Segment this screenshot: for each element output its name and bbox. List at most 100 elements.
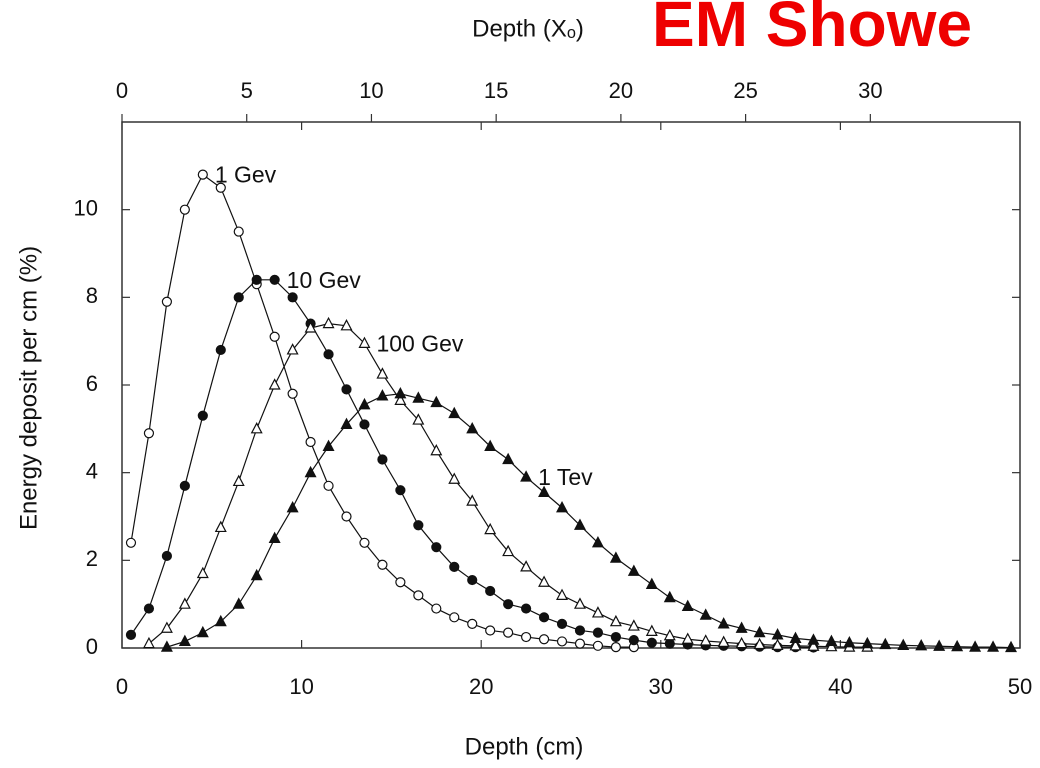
x2-tick-label: 15 bbox=[484, 78, 508, 103]
data-point bbox=[322, 439, 335, 451]
data-point bbox=[430, 443, 443, 456]
data-point bbox=[377, 559, 388, 570]
x2-tick-label: 0 bbox=[116, 78, 128, 103]
data-point bbox=[484, 439, 497, 451]
data-point bbox=[466, 422, 479, 434]
data-point bbox=[412, 413, 425, 425]
data-point bbox=[268, 378, 281, 390]
data-point bbox=[323, 349, 334, 360]
data-point bbox=[215, 182, 226, 193]
data-point bbox=[358, 397, 371, 410]
data-point bbox=[179, 204, 190, 215]
data-point bbox=[161, 550, 172, 562]
data-point bbox=[556, 588, 569, 601]
data-point bbox=[502, 544, 515, 557]
series-label: 1 Tev bbox=[538, 464, 593, 490]
data-point bbox=[251, 274, 262, 285]
data-point bbox=[645, 624, 658, 636]
data-point bbox=[449, 561, 460, 573]
data-point bbox=[161, 296, 172, 307]
data-point bbox=[287, 292, 298, 303]
data-point bbox=[645, 577, 658, 590]
data-point bbox=[340, 417, 353, 430]
x2-axis-label: Depth (Xₒ) bbox=[472, 15, 584, 42]
data-point bbox=[664, 638, 675, 649]
data-point bbox=[538, 612, 550, 623]
series-line bbox=[166, 393, 1012, 649]
x-tick-label: 0 bbox=[116, 674, 128, 699]
data-point bbox=[771, 628, 784, 640]
data-point bbox=[556, 618, 568, 629]
data-point bbox=[609, 614, 622, 627]
data-point bbox=[448, 472, 461, 484]
data-point bbox=[573, 518, 586, 530]
data-point bbox=[897, 638, 910, 650]
data-point bbox=[987, 640, 1000, 652]
data-point bbox=[197, 410, 208, 421]
data-point bbox=[717, 617, 730, 629]
data-point bbox=[376, 367, 389, 379]
data-point bbox=[341, 511, 352, 522]
data-point bbox=[717, 635, 730, 647]
x2-tick-label: 5 bbox=[241, 78, 253, 103]
data-point bbox=[467, 574, 478, 586]
data-point bbox=[196, 625, 209, 638]
y-tick-label: 6 bbox=[86, 371, 98, 396]
data-point bbox=[233, 226, 244, 237]
data-point bbox=[431, 542, 442, 553]
data-point bbox=[574, 625, 586, 636]
data-point bbox=[879, 637, 892, 650]
x-tick-label: 20 bbox=[469, 674, 493, 699]
y-tick-label: 2 bbox=[86, 546, 98, 571]
x2-tick-label: 10 bbox=[359, 78, 383, 103]
data-point bbox=[520, 631, 532, 643]
data-point bbox=[467, 618, 478, 629]
data-point bbox=[556, 636, 568, 647]
x-tick-label: 30 bbox=[649, 674, 673, 699]
data-point bbox=[394, 393, 407, 405]
data-point bbox=[215, 344, 226, 356]
data-point bbox=[789, 639, 802, 651]
x2-tick-label: 30 bbox=[858, 78, 882, 103]
data-point bbox=[178, 634, 191, 647]
data-point bbox=[502, 452, 515, 465]
data-point bbox=[807, 639, 820, 651]
data-point bbox=[681, 632, 694, 644]
data-point bbox=[304, 465, 317, 478]
data-point bbox=[485, 625, 496, 636]
x-axis-label: Depth (cm) bbox=[465, 733, 584, 760]
data-point bbox=[412, 391, 425, 403]
data-point bbox=[843, 635, 856, 648]
data-point bbox=[305, 436, 316, 448]
data-point bbox=[681, 599, 694, 611]
y-axis-label: Energy deposit per cm (%) bbox=[15, 246, 42, 530]
data-point bbox=[143, 428, 155, 439]
data-point bbox=[214, 520, 227, 533]
x-tick-label: 40 bbox=[828, 674, 852, 699]
data-point bbox=[466, 494, 479, 506]
data-point bbox=[520, 560, 533, 572]
data-point bbox=[268, 531, 281, 544]
data-point bbox=[484, 522, 497, 535]
data-point bbox=[160, 640, 173, 652]
data-point bbox=[196, 566, 209, 579]
data-point bbox=[250, 568, 263, 581]
data-point bbox=[699, 608, 712, 620]
data-point bbox=[485, 585, 496, 597]
data-point bbox=[142, 636, 155, 649]
data-point bbox=[627, 619, 640, 631]
data-point bbox=[232, 474, 245, 487]
chart-title: EM Showe bbox=[652, 0, 972, 60]
data-point bbox=[250, 422, 263, 434]
data-point bbox=[807, 633, 820, 645]
data-point bbox=[627, 564, 640, 576]
data-point bbox=[358, 336, 371, 348]
data-point bbox=[503, 627, 514, 638]
data-point bbox=[269, 331, 280, 342]
data-point bbox=[377, 454, 388, 465]
data-point bbox=[304, 321, 317, 333]
data-point bbox=[341, 384, 352, 395]
data-point bbox=[663, 628, 676, 641]
data-point bbox=[1005, 640, 1018, 653]
